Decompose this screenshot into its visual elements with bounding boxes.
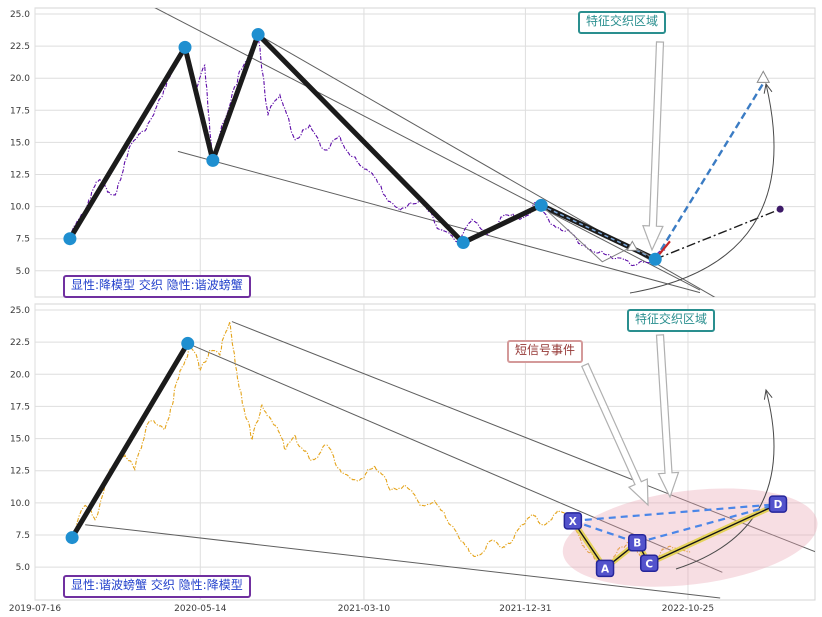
y-tick-label: 10.0: [10, 499, 30, 509]
pivot-dot: [206, 153, 220, 167]
y-tick-label: 12.5: [10, 467, 30, 477]
xabcd-pattern: X A BC D: [563, 495, 788, 578]
xabcd-letter: A: [601, 563, 610, 575]
y-tick-label: 22.5: [10, 42, 30, 52]
y-tick-label: 17.5: [10, 106, 30, 116]
y-tick-label: 20.0: [10, 74, 30, 84]
x-tick-label: 2021-12-31: [499, 604, 551, 614]
xabcd-box-A: [595, 559, 615, 578]
pivot-dot: [178, 40, 192, 54]
pivot-dot: [63, 232, 77, 246]
xabcd-letter: X: [569, 516, 577, 528]
pivot-dot: [534, 198, 548, 212]
pivot-dot: [65, 531, 79, 545]
event-arrow: [655, 334, 680, 499]
y-tick-label: 25.0: [10, 10, 30, 20]
projection-end-dot: [776, 205, 784, 213]
y-tick-label: 5.0: [16, 563, 31, 573]
xabcd-box-B: [627, 533, 647, 552]
target-triangle-marker: [756, 70, 771, 83]
pivot-zigzag-bottom: [69, 340, 191, 541]
y-tick-label: 25.0: [10, 306, 30, 316]
pivot-dot: [648, 252, 662, 266]
event-arrow: [642, 41, 665, 252]
xabcd-box-X: [563, 512, 583, 530]
y-tick-label: 7.5: [16, 235, 30, 245]
xabcd-box-C: [639, 554, 659, 573]
y-tick-label: 12.5: [10, 171, 30, 181]
y-tick-label: 15.0: [10, 138, 30, 148]
x-tick-label: 2020-05-14: [174, 604, 227, 614]
xabcd-letter: C: [645, 558, 653, 570]
y-tick-label: 7.5: [16, 531, 30, 541]
top-feature-region-label: 特征交织区域: [578, 11, 667, 34]
curved-arrow: [675, 389, 775, 570]
bottom-feature-region-label: 特征交织区域: [627, 309, 716, 332]
event-arrow: [581, 362, 649, 507]
y-tick-label: 15.0: [10, 435, 30, 445]
pivot-dot: [456, 236, 470, 250]
mini-triangle-marker: [626, 240, 639, 251]
xabcd-letter: B: [633, 538, 641, 550]
pivot-dot: [251, 28, 265, 42]
y-tick-label: 10.0: [10, 203, 30, 213]
bottom-model-label: 显性:谐波螃蟹 交织 隐性:降模型: [63, 575, 251, 598]
curved-arrow-head: [763, 82, 773, 94]
xabcd-letter: D: [774, 499, 783, 511]
x-tick-label: 2022-10-25: [662, 604, 714, 614]
xabcd-box-D: [768, 495, 788, 513]
top-model-label: 显性:降模型 交织 隐性:谐波螃蟹: [63, 275, 251, 298]
pivot-dot: [181, 336, 195, 350]
curved-arrow-head: [763, 388, 773, 400]
grid-bottom: [34, 304, 815, 600]
panel-top: [34, 7, 816, 298]
short-signal-event-label: 短信号事件: [507, 340, 584, 363]
y-tick-label: 22.5: [10, 338, 30, 348]
y-tick-label: 5.0: [16, 267, 31, 277]
price-line-bottom: [71, 321, 691, 570]
curved-arrow: [629, 83, 775, 294]
grid-top: [34, 8, 815, 297]
x-tick-label: 2019-07-16: [9, 604, 62, 614]
y-tick-label: 17.5: [10, 402, 30, 412]
x-tick-label: 2021-03-10: [338, 604, 391, 614]
y-tick-label: 20.0: [10, 370, 30, 380]
